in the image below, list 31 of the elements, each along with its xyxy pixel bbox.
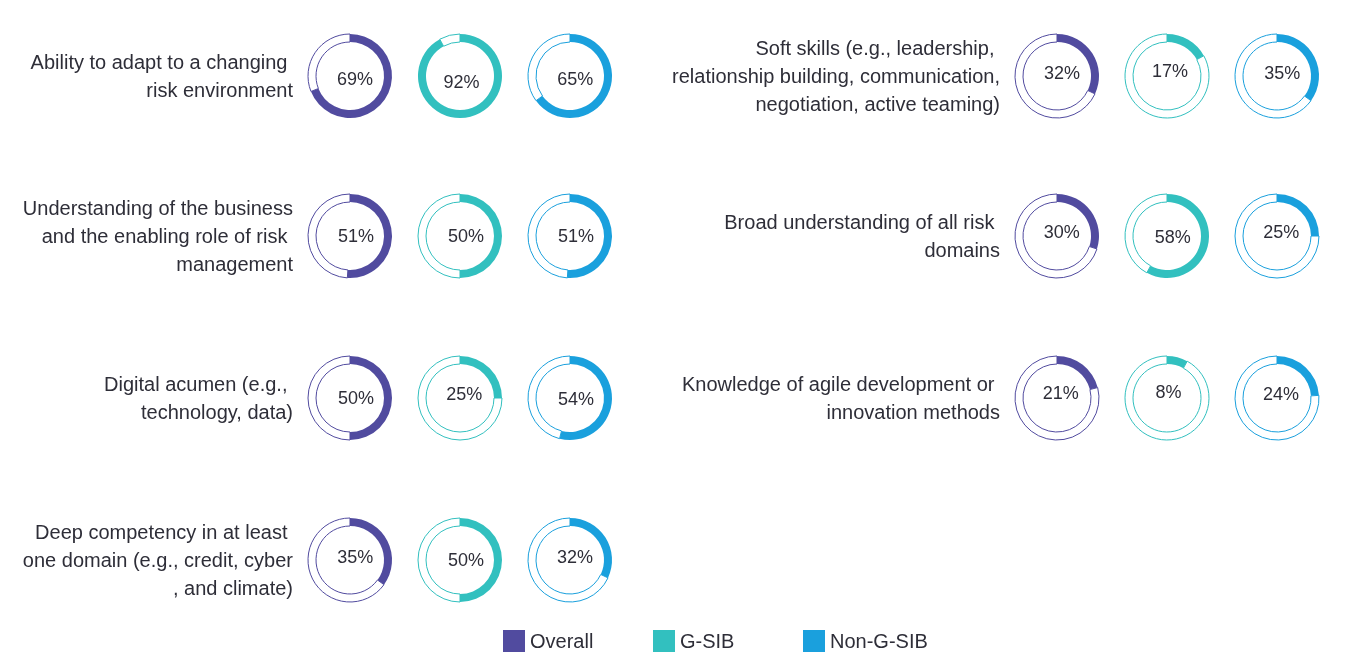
data-label: 32% bbox=[1044, 62, 1081, 83]
legend-label: Overall bbox=[530, 630, 594, 652]
data-label: 35% bbox=[337, 547, 374, 568]
data-label: 25% bbox=[446, 383, 483, 404]
data-label: 17% bbox=[1152, 60, 1189, 81]
data-label: 65% bbox=[557, 68, 594, 89]
data-label: 69% bbox=[336, 69, 373, 90]
data-label: 54% bbox=[557, 388, 594, 409]
data-label: 92% bbox=[443, 71, 480, 92]
data-label: 50% bbox=[337, 388, 375, 408]
data-label: 58% bbox=[1154, 227, 1191, 248]
data-label: 8% bbox=[1155, 382, 1182, 403]
data-label: 25% bbox=[1263, 221, 1300, 242]
legend-label: G-SIB bbox=[680, 630, 735, 652]
data-label: 51% bbox=[557, 226, 595, 247]
text: Ability to adapt to a changing risk environment bbox=[30, 51, 294, 101]
data-label: 50% bbox=[447, 226, 485, 246]
data-label: 24% bbox=[1263, 383, 1300, 404]
legend-label: Non-G-SIB bbox=[830, 630, 928, 652]
data-label: 50% bbox=[447, 550, 485, 570]
text: Digital acumen (e.g., technology, data) bbox=[104, 373, 293, 423]
data-label: 51% bbox=[337, 226, 375, 247]
text: Soft skills (e.g., leadership, relationship building, communication, negotiation, active teaming) bbox=[672, 37, 1000, 115]
data-label: 21% bbox=[1042, 383, 1079, 404]
text: Broad understanding of all risk domains bbox=[724, 211, 1000, 261]
text: Knowledge of agile development or innovation methods bbox=[682, 373, 1000, 423]
text: Deep competency in at least one domain (e.g., credit, cyber, and climate) bbox=[22, 521, 294, 599]
data-label: 35% bbox=[1264, 63, 1301, 84]
text: Understanding of the business and the enabling role of risk management bbox=[22, 197, 294, 275]
data-label: 30% bbox=[1043, 222, 1080, 243]
data-label: 32% bbox=[557, 546, 594, 567]
